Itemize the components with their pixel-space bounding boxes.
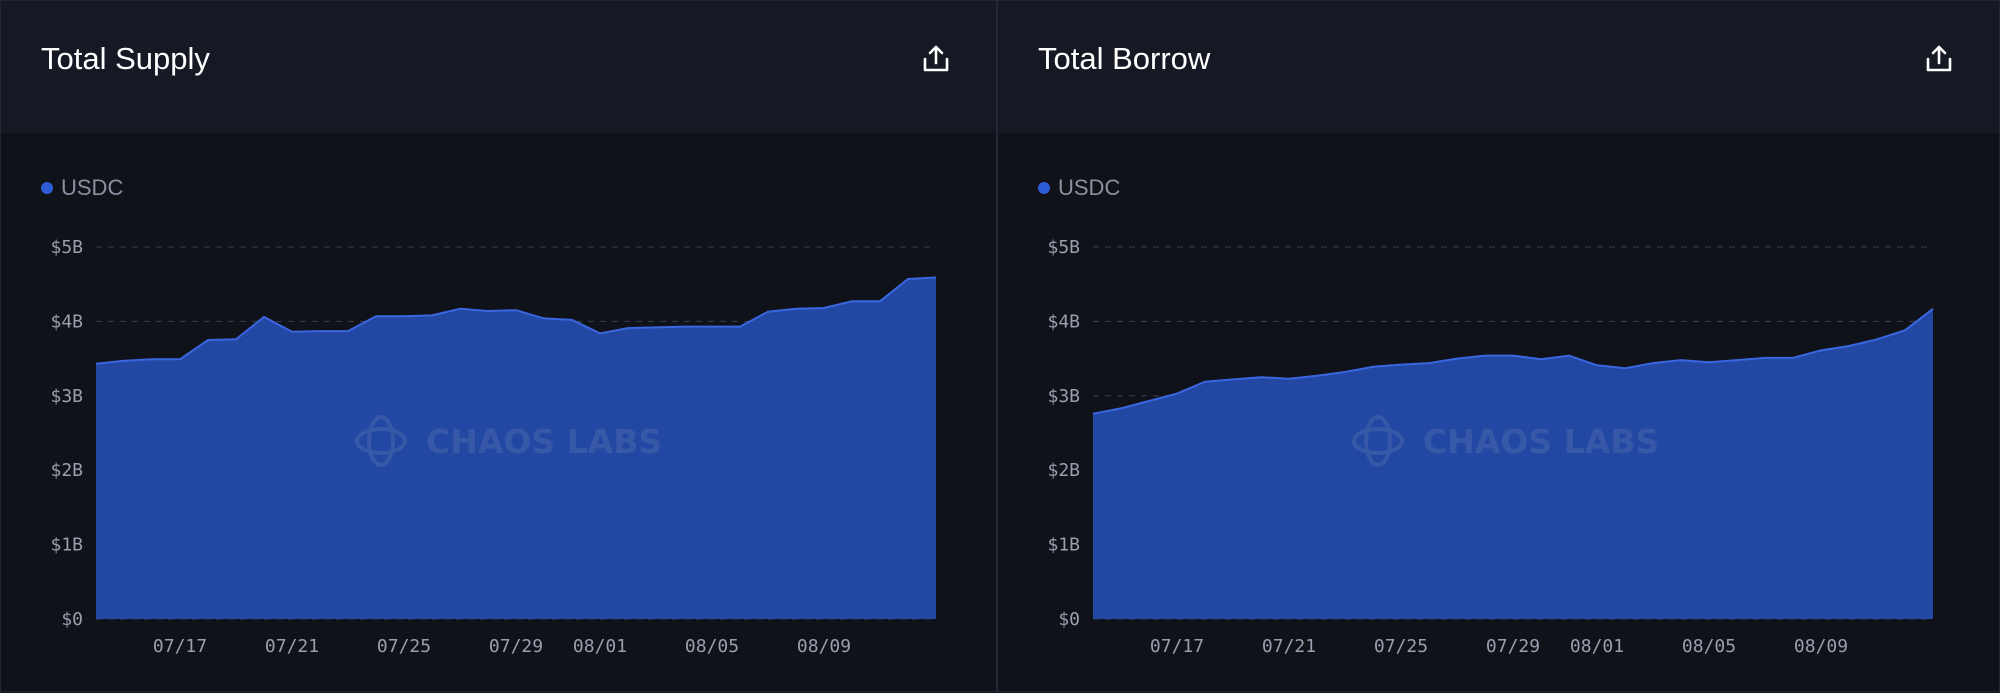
x-tick-label: 08/09: [1794, 636, 1848, 657]
x-tick-label: 08/09: [797, 636, 851, 657]
x-tick-label: 07/29: [489, 636, 543, 657]
y-tick-label: $5B: [1047, 237, 1080, 258]
x-tick-label: 07/21: [265, 636, 319, 657]
y-tick-label: $4B: [1047, 311, 1080, 332]
x-tick-label: 07/17: [1150, 636, 1204, 657]
y-tick-label: $0: [61, 609, 83, 630]
y-tick-label: $4B: [50, 311, 83, 332]
total-borrow-panel: Total Borrow USDC $0 $1B $2B $3B $4B $5B CHAOS…: [997, 0, 2000, 692]
y-tick-label: $2B: [1047, 460, 1080, 481]
share-icon[interactable]: [1919, 39, 1959, 79]
share-icon[interactable]: [916, 39, 956, 79]
line-series-usdc: [95, 276, 937, 365]
y-tick-label: $1B: [50, 535, 83, 556]
area-series-usdc: [96, 277, 936, 619]
x-tick-label: 08/01: [573, 636, 627, 657]
legend-dot: [41, 182, 53, 194]
watermark: CHAOS LABS: [1352, 415, 1659, 467]
watermark: CHAOS LABS: [355, 415, 662, 467]
x-tick-label: 08/01: [1570, 636, 1624, 657]
x-tick-label: 07/25: [1374, 636, 1428, 657]
watermark-text: CHAOS LABS: [426, 422, 662, 461]
x-tick-label: 07/25: [377, 636, 431, 657]
legend-label: USDC: [61, 175, 124, 200]
chart-area: USDC $0 $1B $2B $3B $4B $5B CHAOS LABS 07/17 07/…: [1, 133, 996, 693]
watermark-logo-ring: [355, 427, 407, 455]
x-tick-label: 08/05: [1682, 636, 1736, 657]
chart-legend[interactable]: USDC: [1038, 175, 1120, 201]
y-tick-label: $0: [1058, 609, 1080, 630]
total-supply-panel: Total Supply USDC $0 $1B $2B $3B $4B $5B CHAOS…: [0, 0, 997, 692]
panel-header: Total Borrow: [998, 1, 1999, 133]
line-series-usdc: [1092, 308, 1934, 415]
x-tick-label: 07/21: [1262, 636, 1316, 657]
x-tick-label: 08/05: [685, 636, 739, 657]
panel-title: Total Borrow: [1038, 41, 1211, 76]
watermark-logo-ring: [1364, 415, 1392, 467]
watermark-logo-ring: [367, 415, 395, 467]
legend-dot: [1038, 182, 1050, 194]
area-chart[interactable]: $0 $1B $2B $3B $4B $5B CHAOS LABS 07/17 07/21 07/…: [1, 133, 998, 693]
panel-header: Total Supply: [1, 1, 996, 133]
x-tick-label: 07/17: [153, 636, 207, 657]
area-series-usdc: [1093, 308, 1933, 619]
area-chart[interactable]: $0 $1B $2B $3B $4B $5B CHAOS LABS 07/17 07/21 07/…: [998, 133, 2000, 693]
y-tick-label: $5B: [50, 237, 83, 258]
watermark-text: CHAOS LABS: [1423, 422, 1659, 461]
x-tick-label: 07/29: [1486, 636, 1540, 657]
y-tick-label: $2B: [50, 460, 83, 481]
y-tick-label: $1B: [1047, 535, 1080, 556]
chart-legend[interactable]: USDC: [41, 175, 123, 201]
panel-title: Total Supply: [41, 41, 210, 76]
legend-label: USDC: [1058, 175, 1121, 200]
y-tick-label: $3B: [1047, 386, 1080, 407]
y-tick-label: $3B: [50, 386, 83, 407]
watermark-logo-ring: [1352, 427, 1404, 455]
chart-area: USDC $0 $1B $2B $3B $4B $5B CHAOS LABS 07/17 07/…: [998, 133, 1999, 693]
